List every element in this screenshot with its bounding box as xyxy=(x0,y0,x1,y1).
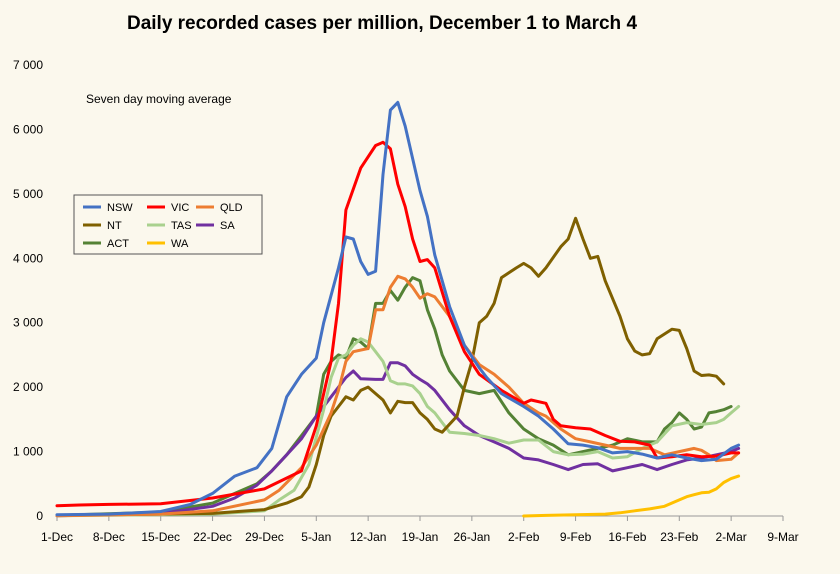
x-tick-label: 16-Feb xyxy=(608,530,646,544)
x-tick-label: 22-Dec xyxy=(193,530,232,544)
legend-label-nt: NT xyxy=(107,220,122,232)
y-tick-label: 0 xyxy=(36,509,43,523)
x-tick-label: 5-Jan xyxy=(301,530,331,544)
series-line-wa xyxy=(522,474,741,518)
x-tick-label: 26-Jan xyxy=(454,530,491,544)
x-tick-label: 19-Jan xyxy=(402,530,439,544)
y-tick-label: 5 000 xyxy=(13,187,43,201)
legend-label-vic: VIC xyxy=(171,202,189,214)
legend-label-act: ACT xyxy=(107,238,129,250)
chart-title: Daily recorded cases per million, Decemb… xyxy=(127,13,637,34)
x-tick-label: 1-Dec xyxy=(41,530,73,544)
series-line-nt xyxy=(55,216,726,517)
x-tick-label: 8-Dec xyxy=(93,530,125,544)
y-tick-label: 3 000 xyxy=(13,316,43,330)
x-tick-label: 23-Feb xyxy=(660,530,698,544)
x-tick-label: 15-Dec xyxy=(141,530,180,544)
x-tick-label: 29-Dec xyxy=(245,530,284,544)
legend-label-tas: TAS xyxy=(171,220,192,232)
x-tick-label: 2-Feb xyxy=(508,530,540,544)
series-line-sa xyxy=(55,361,741,518)
series-line-act xyxy=(55,276,733,517)
plot-area: 0 1 000 2 000 3 000 4 000 5 000 6 000 7 000 1-De… xyxy=(13,58,799,544)
x-tick-label: 2-Mar xyxy=(715,530,746,544)
y-tick-label: 1 000 xyxy=(13,445,43,459)
legend-label-sa: SA xyxy=(220,220,235,232)
y-tick-label: 6 000 xyxy=(13,122,43,136)
y-tick-label: 7 000 xyxy=(13,58,43,72)
legend-label-wa: WA xyxy=(171,238,189,250)
y-tick-label: 4 000 xyxy=(13,251,43,265)
series-line-vic xyxy=(55,140,741,508)
series-line-tas xyxy=(55,337,741,518)
x-tick-label: 9-Mar xyxy=(767,530,798,544)
legend-box xyxy=(73,194,263,255)
x-tick-label: 9-Feb xyxy=(560,530,592,544)
legend-label-qld: QLD xyxy=(220,202,243,214)
legend-label-nsw: NSW xyxy=(107,202,133,214)
y-tick-label: 2 000 xyxy=(13,380,43,394)
x-tick-label: 12-Jan xyxy=(350,530,387,544)
series-line-nsw xyxy=(55,100,741,517)
annotation-text: Seven day moving average xyxy=(86,92,232,106)
